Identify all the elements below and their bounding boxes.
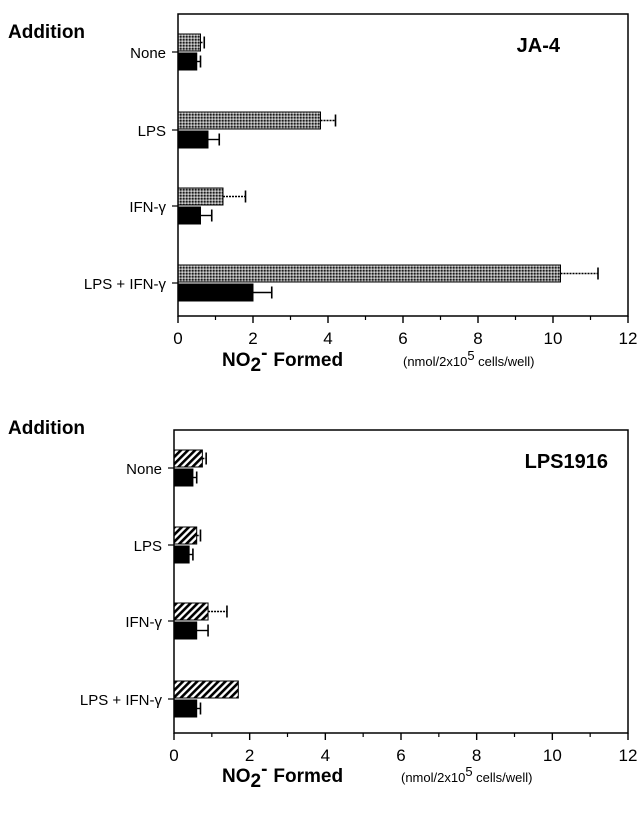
bar <box>173 468 194 487</box>
bar <box>173 699 198 718</box>
x-axis-unit-superscript: 5 <box>467 348 474 363</box>
bar <box>173 526 198 545</box>
category-label: LPS + IFN-γ <box>84 276 167 293</box>
panel-title: LPS1916 <box>525 451 608 473</box>
x-axis-label-no: NO <box>222 766 251 787</box>
y-axis-heading: Addition <box>8 418 85 439</box>
bar <box>177 33 201 52</box>
x-axis-label-superscript: - <box>261 759 267 780</box>
panel-title: JA-4 <box>517 35 561 57</box>
bar <box>177 111 321 130</box>
x-axis-unit-superscript: 5 <box>465 764 472 779</box>
bar <box>177 283 254 302</box>
bars <box>173 449 239 718</box>
x-tick-label: 10 <box>544 329 563 348</box>
bar <box>177 187 224 206</box>
x-axis-label-word: Formed <box>273 766 343 787</box>
panel-lps1916: Addition LPS1916 None LPS IFN-γ LPS + IFN-γ… <box>8 418 637 792</box>
category-labels: None LPS IFN-γ LPS + IFN-γ <box>84 45 178 293</box>
x-axis-label-subscript: 2 <box>251 771 262 792</box>
x-axis-label-superscript: - <box>261 343 267 364</box>
x-axis-unit-pre: (nmol/2x10 <box>403 354 467 369</box>
x-tick-label: 6 <box>396 746 405 765</box>
bar <box>173 545 190 564</box>
x-tick-label: 6 <box>398 329 407 348</box>
x-axis-unit: (nmol/2x105 cells/well) <box>401 764 533 785</box>
x-axis-label-subscript: 2 <box>251 355 262 376</box>
category-label: IFN-γ <box>129 199 166 216</box>
x-tick-label: 0 <box>169 746 178 765</box>
x-tick-label: 8 <box>473 329 482 348</box>
x-tick-label: 12 <box>619 329 638 348</box>
x-tick-label: 4 <box>323 329 332 348</box>
bar <box>173 449 203 468</box>
category-label: LPS <box>134 538 162 555</box>
bar <box>177 264 561 283</box>
x-axis-unit-pre: (nmol/2x10 <box>401 770 465 785</box>
category-labels: None LPS IFN-γ LPS + IFN-γ <box>80 461 174 709</box>
x-axis-ticks: 0 2 4 6 8 10 12 <box>173 316 637 348</box>
bar <box>177 130 209 149</box>
x-tick-label: 2 <box>248 329 257 348</box>
x-axis-label-word: Formed <box>273 350 343 371</box>
category-label: LPS + IFN-γ <box>80 692 163 709</box>
x-axis-unit-post: cells/well) <box>473 770 533 785</box>
x-tick-label: 10 <box>543 746 562 765</box>
category-label: IFN-γ <box>125 614 162 631</box>
x-tick-label: 2 <box>245 746 254 765</box>
panel-ja4: Addition JA-4 None LPS IFN-γ LPS + IFN-γ 0 2… <box>8 13 637 376</box>
x-tick-label: 12 <box>619 746 638 765</box>
bar <box>173 680 239 699</box>
x-axis-label: NO2- Formed <box>222 343 343 376</box>
y-axis-heading: Addition <box>8 22 85 43</box>
bar <box>177 206 201 225</box>
x-axis-unit-post: cells/well) <box>475 354 535 369</box>
bars <box>177 33 599 302</box>
category-label: None <box>130 45 166 62</box>
x-tick-label: 8 <box>472 746 481 765</box>
x-axis-unit: (nmol/2x105 cells/well) <box>403 348 535 369</box>
bar <box>177 52 198 71</box>
bar <box>173 602 209 621</box>
x-axis-ticks: 0 2 4 6 8 10 12 <box>169 733 637 765</box>
category-label: None <box>126 461 162 478</box>
x-axis-label: NO2- Formed <box>222 759 343 792</box>
x-axis-label-no: NO <box>222 350 251 371</box>
plot-frame <box>173 429 629 734</box>
bar <box>173 621 198 640</box>
category-label: LPS <box>138 123 166 140</box>
x-tick-label: 0 <box>173 329 182 348</box>
x-tick-label: 4 <box>321 746 330 765</box>
